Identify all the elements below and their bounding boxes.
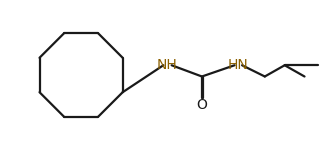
Text: NH: NH: [157, 58, 177, 72]
Text: HN: HN: [228, 58, 249, 72]
Text: O: O: [197, 98, 207, 112]
